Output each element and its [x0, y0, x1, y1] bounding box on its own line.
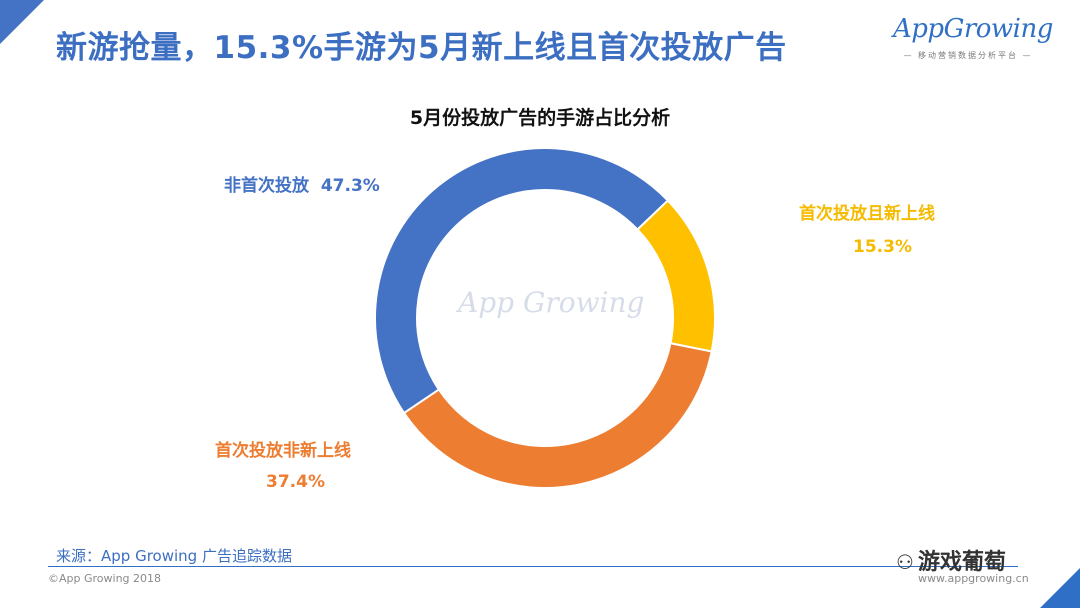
slice-new-first	[636, 199, 716, 353]
wechat-watermark: ⚇ 游戏葡萄	[896, 544, 1006, 576]
source-divider	[48, 566, 1018, 567]
source-note: 来源：App Growing 广告追踪数据	[56, 547, 292, 565]
corner-decoration-left	[0, 0, 44, 44]
page-title: 新游抢量，15.3%手游为5月新上线且首次投放广告	[56, 30, 787, 66]
slice-first-not-new	[402, 342, 713, 489]
site-url: www.appgrowing.cn	[918, 572, 1029, 585]
wechat-icon: ⚇	[896, 550, 914, 574]
slice-label-non-first-name: 非首次投放	[224, 176, 309, 196]
center-watermark: App Growing	[458, 286, 645, 319]
slice-label-first-not-new-value: 37.4%	[266, 472, 325, 492]
slice-label-new-first-name: 首次投放且新上线	[799, 204, 935, 224]
wechat-name: 游戏葡萄	[917, 550, 1006, 575]
logo-text: AppGrowing	[893, 14, 1053, 44]
corner-decoration-right	[1040, 568, 1080, 608]
slice-label-first-not-new-name: 首次投放非新上线	[215, 441, 351, 461]
slice-non-first	[374, 147, 670, 415]
copyright: ©App Growing 2018	[48, 572, 162, 585]
logo-tagline: — 移动营销数据分析平台 —	[903, 51, 1033, 60]
app-growing-logo: AppGrowing — 移动营销数据分析平台 —	[893, 14, 1053, 70]
slice-label-non-first: 非首次投放 47.3%	[224, 171, 380, 196]
chart-title: 5月份投放广告的手游占比分析	[409, 107, 671, 129]
slice-label-new-first-value: 15.3%	[853, 237, 912, 257]
slice-label-non-first-value: 47.3%	[320, 176, 380, 196]
